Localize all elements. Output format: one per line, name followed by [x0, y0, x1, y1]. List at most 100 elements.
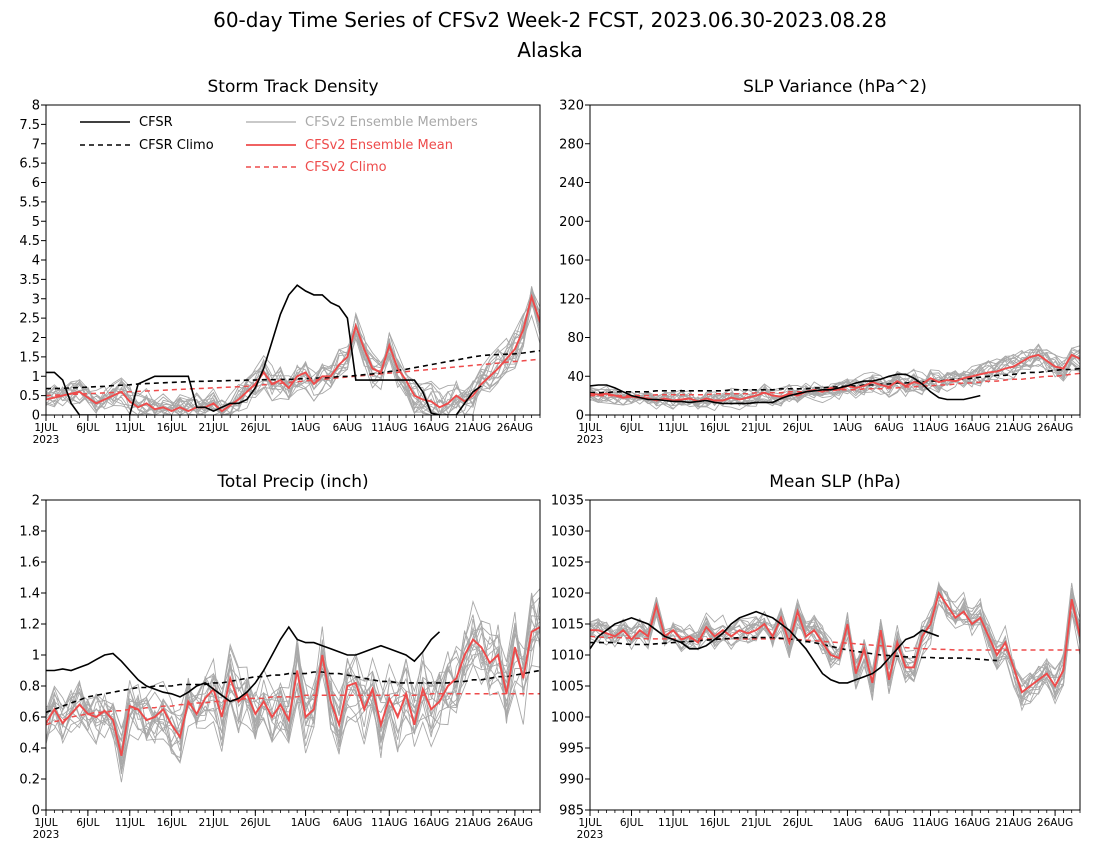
plot-frame: [45, 104, 541, 416]
x-tick-label: 6AUG: [333, 422, 363, 434]
x-tick-label: 21JUL: [198, 422, 228, 434]
x-tick-label: 6AUG: [874, 422, 904, 434]
y-tick-label: 1010: [551, 649, 584, 664]
ensemble-member-line: [46, 301, 540, 415]
y-tick-label: 6.5: [19, 157, 40, 172]
y-tick-label: 1.4: [19, 587, 40, 602]
y-tick-label: 0.2: [19, 773, 40, 788]
cfsr-line: [46, 625, 441, 703]
y-tick-label: 0: [576, 409, 584, 424]
y-tick-label: 2.5: [19, 312, 40, 327]
cfsr-climo-line: [46, 349, 540, 390]
cfsv2-climo-line: [590, 372, 1080, 397]
y-tick-label: 80: [567, 331, 584, 346]
y-tick-label: 0.4: [19, 742, 40, 757]
y-tick-label: 0.5: [19, 389, 40, 404]
x-tick-label: 1JUL: [34, 422, 57, 434]
legend-cfsr-label: CFSR: [139, 115, 173, 130]
x-tick-label: 16AUG: [954, 422, 990, 434]
panel-title: Storm Track Density: [207, 77, 378, 97]
cfsr-climo-line: [46, 669, 540, 714]
x-tick-label: 1AUG: [291, 422, 321, 434]
x-tick-label: 21AUG: [995, 817, 1031, 829]
x-year-label: 2023: [33, 434, 60, 446]
y-tick-label: 5: [32, 215, 40, 230]
x-tick-label: 16AUG: [413, 817, 449, 829]
y-tick-label: 0.8: [19, 680, 40, 695]
x-tick-label: 11JUL: [658, 817, 688, 829]
x-tick-label: 16JUL: [157, 422, 187, 434]
y-tick-label: 1.8: [19, 525, 40, 540]
ensemble-member-line: [46, 600, 540, 760]
x-tick-label: 1AUG: [833, 422, 863, 434]
y-tick-label: 985: [559, 804, 584, 819]
plot-area: [46, 284, 540, 415]
ensemble-member-line: [46, 291, 540, 415]
x-tick-label: 21AUG: [455, 817, 491, 829]
ensemble-mean-line: [46, 293, 540, 413]
y-tick-label: 280: [559, 137, 584, 152]
plot-frame: [45, 499, 541, 811]
cfsr-line: [46, 284, 482, 415]
panel-total-precip: Total Precip (inch) 0 0.2 0.4 0.6 0.8 1 1.2 1.4 1…: [19, 472, 541, 841]
panel-title: Total Precip (inch): [216, 472, 368, 492]
legend: CFSR CFSR Climo CFSv2 Ensemble Members C…: [80, 115, 478, 175]
x-tick-label: 16JUL: [700, 817, 730, 829]
plot-frame: [589, 499, 1081, 811]
x-tick-label: 26AUG: [1037, 422, 1073, 434]
x-tick-label: 26JUL: [240, 422, 270, 434]
y-tick-label: 0.6: [19, 711, 40, 726]
y-tick-label: 3: [32, 292, 40, 307]
ensemble-member-line: [46, 588, 540, 762]
cfsr-climo-line: [590, 367, 1080, 394]
x-tick-label: 26JUL: [783, 817, 813, 829]
ensemble-member-line: [46, 604, 540, 743]
ensemble-mean-line: [46, 626, 540, 757]
ensemble-member-line: [590, 583, 1080, 705]
x-tick-label: 16JUL: [700, 422, 730, 434]
x-year-label: 2023: [577, 434, 604, 446]
x-tick-label: 26JUL: [783, 422, 813, 434]
legend-cfs-climo-label: CFSv2 Climo: [305, 160, 387, 175]
plot-area: [590, 581, 1080, 712]
x-tick-label: 11JUL: [115, 817, 145, 829]
ensemble-member-line: [590, 595, 1080, 696]
x-tick-label: 6JUL: [76, 817, 99, 829]
y-tick-label: 120: [559, 292, 584, 307]
y-tick-label: 8: [32, 99, 40, 114]
ensemble-member-line: [590, 583, 1080, 700]
cfsr-line: [590, 610, 940, 684]
x-tick-label: 16JUL: [157, 817, 187, 829]
x-tick-label: 11AUG: [912, 817, 948, 829]
x-tick-label: 6JUL: [620, 817, 643, 829]
x-tick-label: 26JUL: [240, 817, 270, 829]
y-tick-label: 7.5: [19, 118, 40, 133]
legend-members-label: CFSv2 Ensemble Members: [305, 115, 478, 130]
x-tick-label: 1JUL: [578, 817, 601, 829]
plot-area: [590, 343, 1080, 412]
y-tick-label: 1030: [551, 525, 584, 540]
y-tick-label: 200: [559, 215, 584, 230]
y-tick-label: 6: [32, 176, 40, 191]
y-tick-label: 0: [32, 804, 40, 819]
x-tick-label: 1AUG: [291, 817, 321, 829]
x-tick-label: 26AUG: [1037, 817, 1073, 829]
y-tick-label: 1035: [551, 494, 584, 509]
ensemble-member-line: [46, 286, 540, 415]
x-tick-label: 1AUG: [833, 817, 863, 829]
x-tick-label: 6AUG: [333, 817, 363, 829]
y-tick-label: 1015: [551, 618, 584, 633]
y-tick-label: 1020: [551, 587, 584, 602]
y-tick-label: 1: [32, 370, 40, 385]
ensemble-member-line: [590, 351, 1080, 411]
x-tick-label: 6JUL: [620, 422, 643, 434]
legend-cfsr-climo-label: CFSR Climo: [139, 138, 214, 153]
x-tick-label: 16AUG: [954, 817, 990, 829]
x-tick-label: 11AUG: [371, 817, 407, 829]
figure-title: 60-day Time Series of CFSv2 Week-2 FCST,…: [213, 8, 887, 32]
ensemble-member-line: [590, 348, 1080, 407]
x-year-label: 2023: [33, 829, 60, 841]
x-tick-label: 21AUG: [455, 422, 491, 434]
y-tick-label: 1000: [551, 711, 584, 726]
